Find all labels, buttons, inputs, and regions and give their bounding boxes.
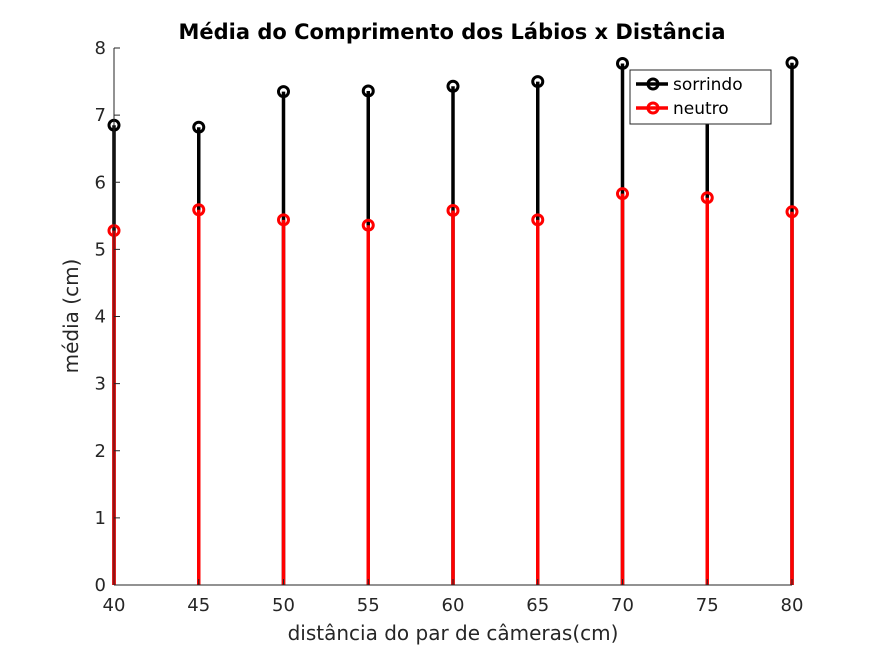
marker-neutro — [616, 187, 629, 201]
x-tick-label: 70 — [611, 595, 634, 616]
legend-entry-neutro: neutro — [636, 99, 729, 119]
x-axis-label: distância do par de câmeras(cm) — [288, 621, 619, 645]
legend-entry-sorrindo: sorrindo — [636, 75, 743, 95]
marker-sorrindo — [192, 120, 206, 134]
legend-label-neutro: neutro — [673, 99, 729, 119]
x-tick-label: 55 — [357, 595, 380, 616]
stems-layer — [107, 56, 799, 585]
marker-neutro — [192, 203, 206, 217]
y-axis-label: média (cm) — [59, 259, 83, 374]
marker-sorrindo — [616, 56, 629, 70]
legend-marker-sorrindo — [646, 77, 660, 91]
marker-sorrindo — [277, 85, 290, 99]
x-tick-label: 80 — [781, 595, 804, 616]
marker-sorrindo — [446, 79, 460, 93]
x-tick-label: 50 — [272, 595, 295, 616]
marker-neutro — [446, 203, 460, 217]
y-tick-label: 1 — [95, 508, 106, 529]
y-tick-label: 4 — [95, 307, 106, 328]
marker-neutro — [361, 218, 375, 232]
y-tick-label: 3 — [95, 374, 106, 395]
legend: sorrindo neutro — [629, 69, 772, 125]
marker-sorrindo — [531, 75, 545, 89]
marker-neutro — [700, 191, 714, 205]
y-tick-label: 2 — [95, 441, 106, 462]
y-tick-label: 7 — [95, 105, 106, 126]
x-tick-label: 40 — [103, 595, 126, 616]
y-tick-label: 8 — [95, 38, 106, 59]
x-tick-label: 75 — [696, 595, 719, 616]
series-neutro — [107, 187, 799, 585]
y-tick-label: 6 — [95, 172, 106, 193]
x-tick-label: 65 — [526, 595, 549, 616]
marker-neutro — [785, 205, 799, 219]
legend-marker-neutro — [646, 101, 660, 115]
x-tick-label: 45 — [187, 595, 210, 616]
y-tick-label: 5 — [95, 239, 106, 260]
marker-sorrindo — [785, 56, 799, 70]
legend-label-sorrindo: sorrindo — [673, 75, 743, 95]
marker-sorrindo — [361, 84, 375, 98]
marker-neutro — [277, 213, 290, 227]
chart-title: Média do Comprimento dos Lábios x Distân… — [178, 20, 725, 44]
y-tick-label: 0 — [95, 575, 106, 596]
x-tick-label: 60 — [442, 595, 465, 616]
marker-neutro — [531, 213, 545, 227]
